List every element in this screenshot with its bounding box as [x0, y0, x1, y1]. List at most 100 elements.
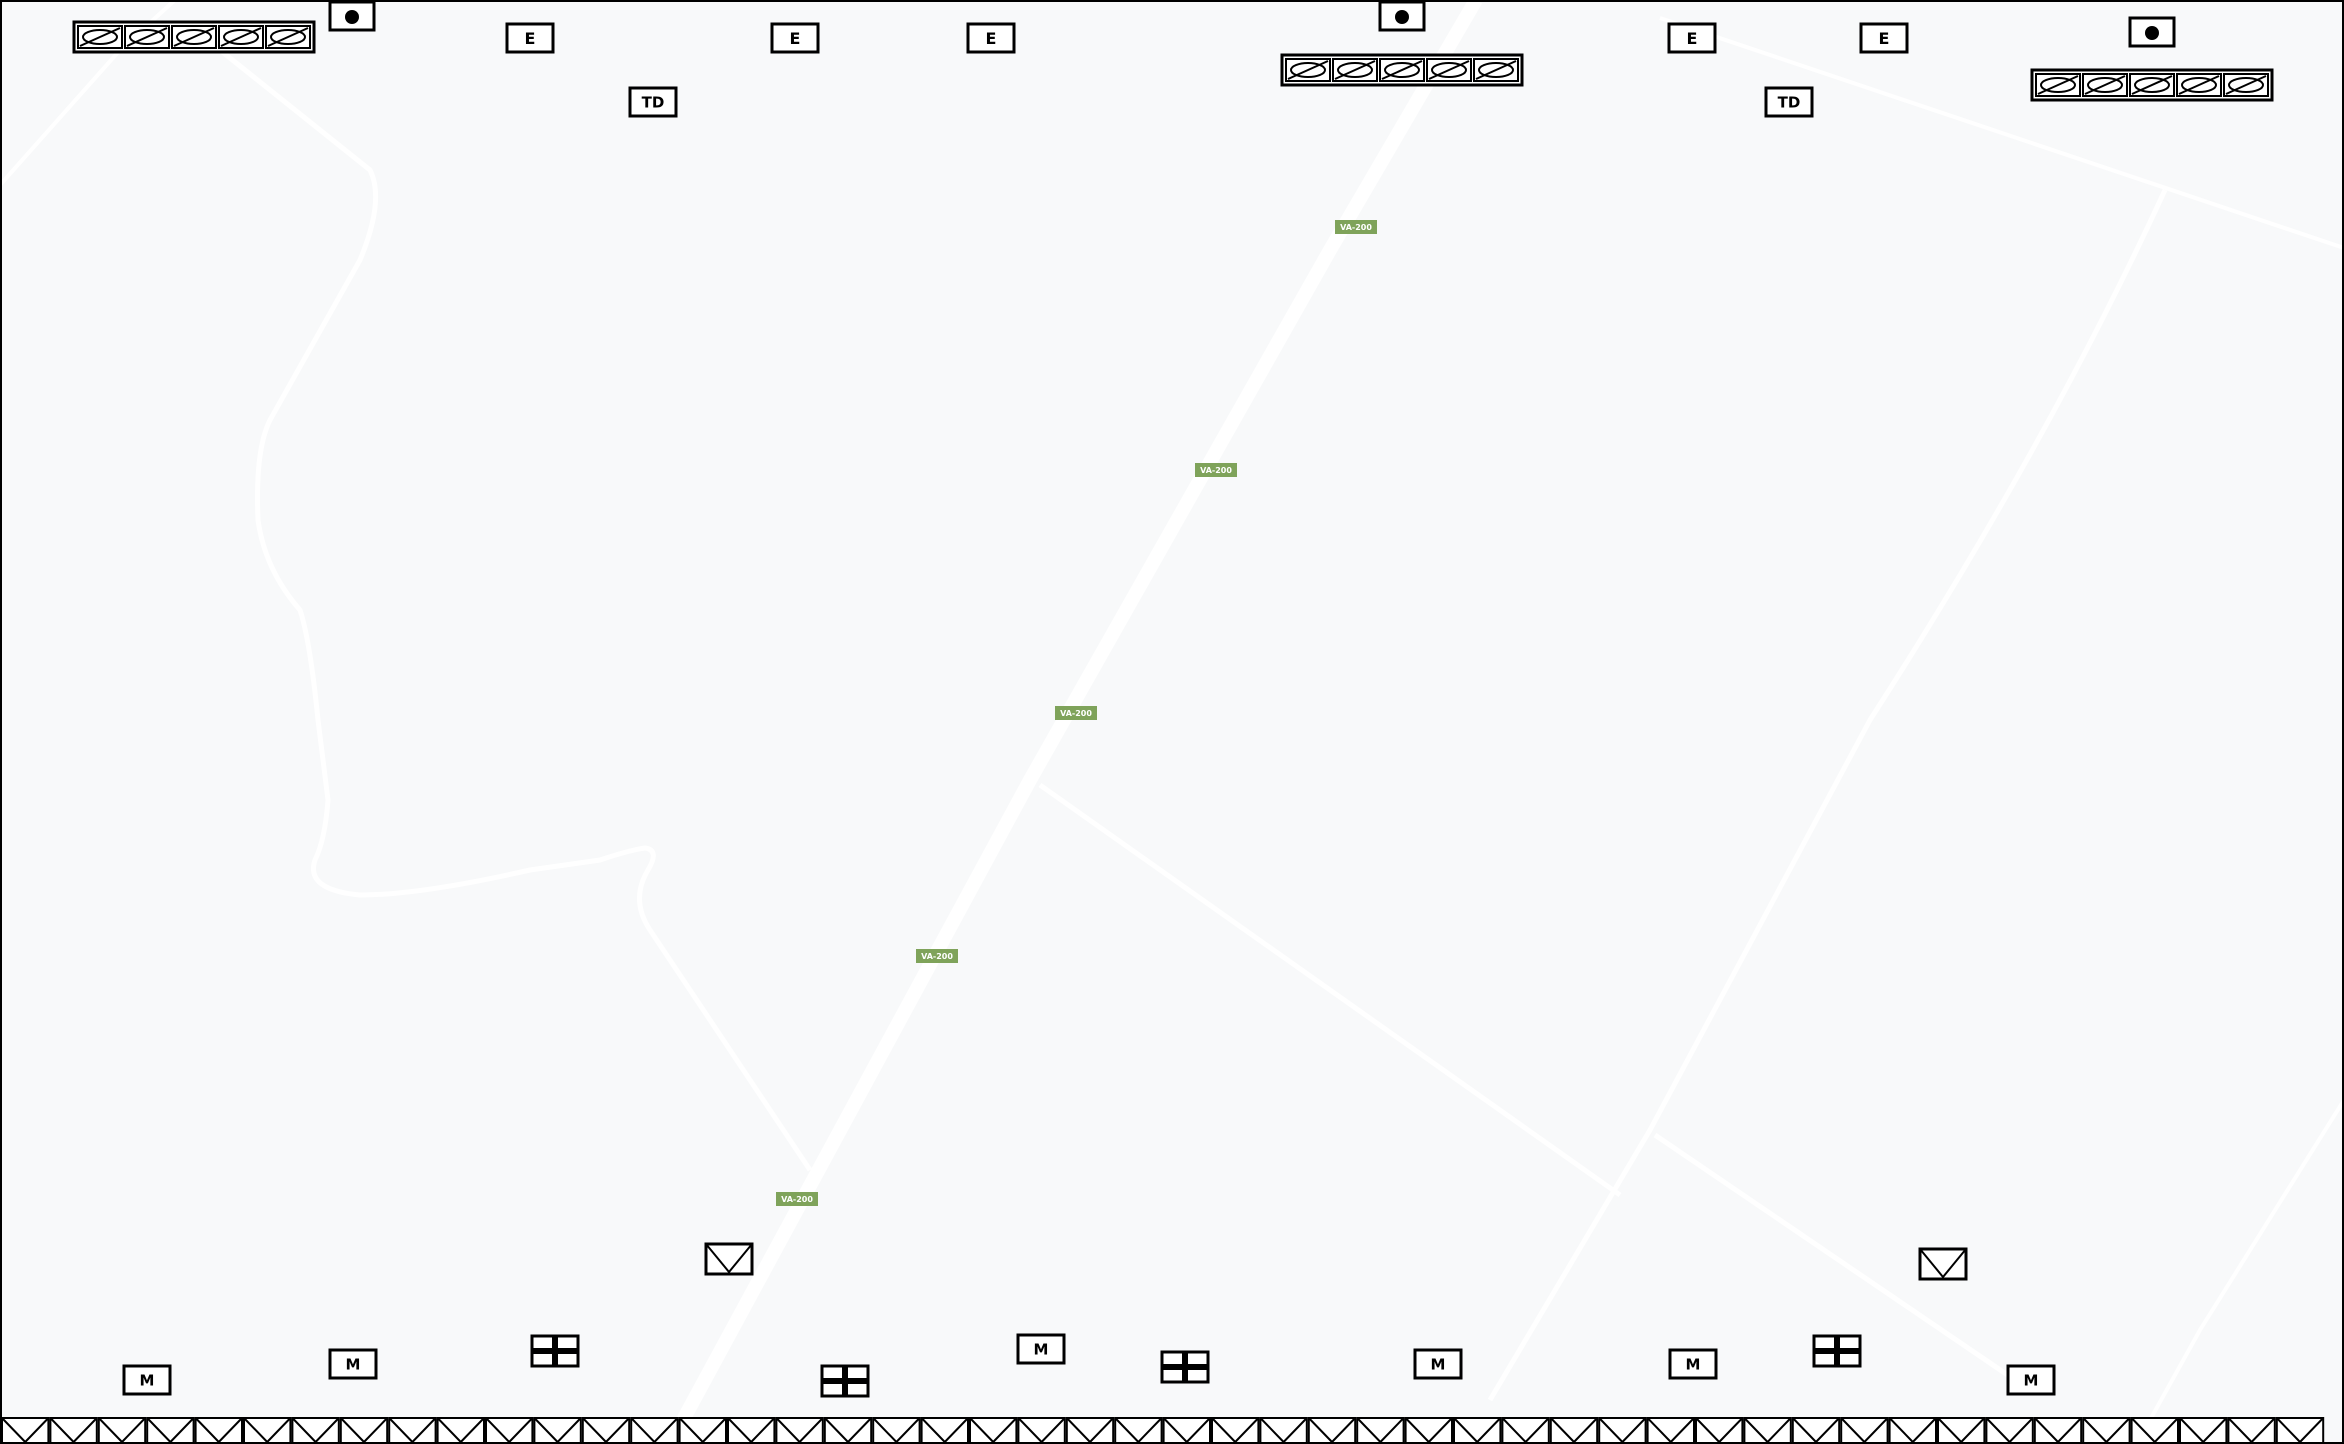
- medical-unit-symbol[interactable]: [530, 1334, 580, 1368]
- maintenance-unit-symbol[interactable]: M: [2006, 1364, 2056, 1396]
- engineer-unit-symbol-label: E: [790, 29, 801, 48]
- obstacle-belt-segment: [1017, 1417, 1066, 1444]
- battalion-group-symbol[interactable]: [1280, 53, 1524, 87]
- route-shield-label: VA-200: [1060, 709, 1092, 718]
- route-shield: VA-200: [916, 949, 958, 963]
- maintenance-unit-symbol[interactable]: M: [328, 1348, 378, 1380]
- obstacle-belt-segment: [1211, 1417, 1260, 1444]
- engineer-unit-symbol[interactable]: E: [505, 22, 555, 54]
- medical-unit-symbol[interactable]: [1812, 1334, 1862, 1368]
- obstacle-belt-segment: [1549, 1417, 1599, 1444]
- road-northeast: [1659, 16, 2344, 250]
- main-highway: [663, 0, 1483, 1444]
- obstacle-belt-segment: [581, 1417, 631, 1444]
- engineer-unit-symbol-label: E: [1687, 29, 1698, 48]
- obstacle-belt-segment: [97, 1417, 147, 1444]
- obstacle-belt-segment: [2275, 1417, 2325, 1444]
- maintenance-unit-symbol[interactable]: M: [1413, 1348, 1463, 1380]
- obstacle-belt-segment: [969, 1417, 1018, 1444]
- medical-unit-symbol[interactable]: [820, 1364, 870, 1398]
- tank-destroyer-unit-symbol-label: TD: [1778, 93, 1801, 111]
- tank-destroyer-unit-symbol-label: TD: [642, 93, 665, 111]
- obstacle-belt-segment: [1840, 1417, 1889, 1444]
- obstacle-belt-segment: [1307, 1417, 1357, 1444]
- road-central-east: [1038, 782, 1622, 1198]
- obstacle-belt-segment: [1598, 1417, 1647, 1444]
- road-east-diagonal: [1487, 188, 2168, 1402]
- obstacle-belt-segment: [2033, 1417, 2083, 1444]
- engineer-unit-symbol-label: E: [525, 29, 536, 48]
- road-southeast-branch: [1653, 1132, 2017, 1383]
- obstacle-belt-segment: [291, 1417, 340, 1444]
- route-shield: VA-200: [1055, 706, 1097, 720]
- obstacle-belt-segment: [146, 1417, 195, 1444]
- maintenance-unit-symbol-label: M: [140, 1371, 155, 1389]
- maintenance-unit-symbol-label: M: [1034, 1340, 1049, 1358]
- route-shield-label: VA-200: [1340, 223, 1372, 232]
- obstacle-belt-segment: [775, 1417, 824, 1444]
- road-far-east: [2148, 1098, 2344, 1421]
- route-shield-label: VA-200: [781, 1195, 813, 1204]
- road-west-winding: [218, 48, 813, 1172]
- route-shield: VA-200: [1335, 220, 1377, 234]
- supply-unit-symbol[interactable]: [1918, 1247, 1968, 1281]
- obstacle-belt-segment: [1356, 1417, 1405, 1444]
- obstacle-belt-segment: [1453, 1417, 1502, 1444]
- maintenance-unit-symbol[interactable]: M: [122, 1364, 172, 1396]
- maintenance-unit-symbol-label: M: [2024, 1371, 2039, 1389]
- bottom-unit-row: M M M M M M: [122, 1242, 2056, 1398]
- medical-unit-symbol[interactable]: [1160, 1350, 1210, 1384]
- engineer-unit-symbol[interactable]: E: [966, 22, 1016, 54]
- maintenance-unit-symbol[interactable]: M: [1016, 1333, 1066, 1365]
- engineer-unit-symbol[interactable]: E: [1859, 22, 1909, 54]
- obstacle-belt-segment: [1501, 1417, 1550, 1444]
- route-shield-label: VA-200: [1200, 466, 1232, 475]
- obstacle-belt-segment: [388, 1417, 437, 1444]
- obstacle-belt-segment: [1695, 1417, 1744, 1444]
- obstacle-belt-segment: [2227, 1417, 2276, 1444]
- obstacle-belt-segment: [630, 1417, 679, 1444]
- obstacle-belt-segment: [1162, 1417, 1211, 1444]
- obstacle-belt-segment: [533, 1417, 582, 1444]
- obstacle-belt-segment: [339, 1417, 389, 1444]
- obstacle-belt-segment: [1065, 1417, 1115, 1444]
- obstacle-belt: [1, 1417, 2325, 1444]
- obstacle-belt-segment: [1743, 1417, 1792, 1444]
- route-shields: VA-200 VA-200 VA-200 VA-200 VA-200: [776, 220, 1377, 1206]
- maintenance-unit-symbol-label: M: [1431, 1355, 1446, 1373]
- supply-unit-symbol[interactable]: [704, 1242, 754, 1276]
- obstacle-belt-segment: [1, 1417, 50, 1444]
- top-unit-row: E E E E E TD TD: [72, 0, 2274, 118]
- observation-post-symbol[interactable]: [1378, 0, 1426, 32]
- route-shield: VA-200: [776, 1192, 818, 1206]
- obstacle-belt-segment: [872, 1417, 921, 1444]
- engineer-unit-symbol[interactable]: E: [770, 22, 820, 54]
- maintenance-unit-symbol-label: M: [1686, 1355, 1701, 1373]
- obstacle-belt-segment: [727, 1417, 776, 1444]
- obstacle-belt-segment: [1259, 1417, 1308, 1444]
- obstacle-belt-segment: [2082, 1417, 2131, 1444]
- obstacle-belt-segment: [485, 1417, 534, 1444]
- tank-destroyer-unit-symbol[interactable]: TD: [628, 86, 678, 118]
- observation-post-symbol[interactable]: [328, 0, 376, 32]
- obstacle-belt-segment: [1114, 1417, 1163, 1444]
- obstacle-belt-segment: [823, 1417, 873, 1444]
- obstacle-belt-segment: [1646, 1417, 1695, 1444]
- obstacle-belt-segment: [436, 1417, 486, 1444]
- obstacle-belt-segment: [2130, 1417, 2180, 1444]
- engineer-unit-symbol[interactable]: E: [1667, 22, 1717, 54]
- maintenance-unit-symbol[interactable]: M: [1668, 1348, 1718, 1380]
- battalion-group-symbol[interactable]: [2030, 68, 2274, 102]
- obstacle-belt-segment: [1791, 1417, 1841, 1444]
- obstacle-belt-segment: [678, 1417, 727, 1444]
- obstacle-belt-segment: [1937, 1417, 1986, 1444]
- observation-post-symbol[interactable]: [2128, 16, 2176, 48]
- battalion-group-symbol[interactable]: [72, 20, 316, 54]
- route-shield-label: VA-200: [921, 952, 953, 961]
- obstacle-belt-segment: [1985, 1417, 2034, 1444]
- tank-destroyer-unit-symbol[interactable]: TD: [1764, 86, 1814, 118]
